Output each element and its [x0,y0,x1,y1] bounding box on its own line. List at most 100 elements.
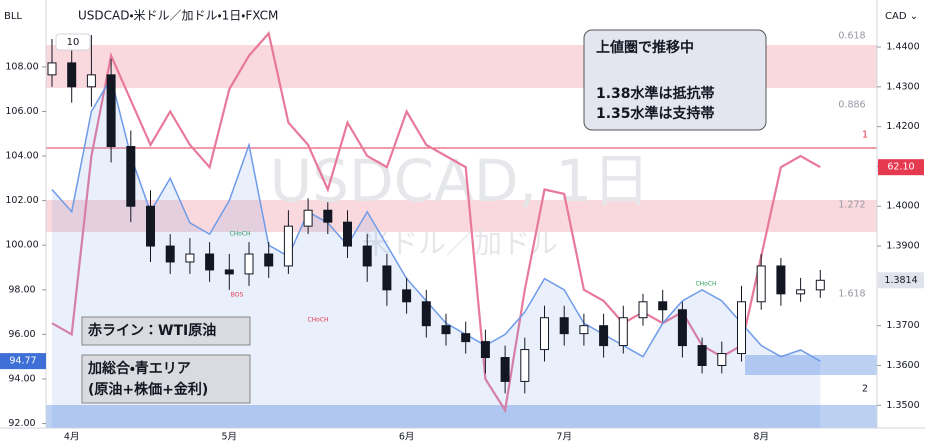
fib-label: 1.618 [838,289,865,300]
candle-body [500,357,510,382]
note-box: 上値圏で推移中 1.38水準は抵抗帯 1.35水準は支持帯 [583,29,767,131]
wave-label: 2 [862,384,868,395]
fib-label: 1.272 [838,200,865,211]
candle-body [323,209,333,223]
price-tag-label: 1.3814 [884,275,917,286]
header-left: BLL [4,11,22,22]
candle-body [717,353,727,366]
candle-body [520,349,530,382]
candle-body [579,325,589,335]
support-zone [46,405,877,428]
note-text: 1.38水準は抵抗帯 [596,85,715,102]
price-tag [878,272,924,289]
smc-label: BOS [231,292,244,299]
y2-tick-label: 1.3600 [886,360,919,371]
legend-box [81,354,251,404]
candle-body [776,265,786,295]
interval-box[interactable] [55,33,91,51]
y2-tick-label: 1.4000 [886,201,919,212]
fib-label: 0.886 [838,100,865,111]
candle-body [441,325,451,335]
note-text: 上値圏で推移中 [596,39,694,56]
y2-tick-label: 1.3500 [886,400,919,411]
x-tick-label: 8月 [753,432,769,443]
candle-body [402,289,412,303]
candle-body [106,74,116,148]
currency: CAD ⌄ [885,11,918,22]
y-tick-label: 108.00 [5,61,38,72]
candle-body [126,146,136,207]
resistance-zone [46,200,877,232]
y-tick-label: 100.00 [5,240,38,251]
fib-label: 0.618 [838,31,865,42]
candle-body [205,253,215,271]
legend-note: (原油+株価+金利) [88,381,208,398]
legend-box [81,316,251,346]
y-tick-label: 98.00 [8,284,35,295]
x-tick-label: 6月 [399,432,415,443]
smc-label: CHoCH [695,281,716,288]
x-tick-label: 7月 [556,432,572,443]
y2-tick-label: 1.4200 [886,121,919,132]
candle-body [559,317,569,335]
candle-body [343,221,352,247]
note-text: 1.35水準は支持帯 [596,105,715,122]
y-tick-label: 96.00 [8,329,35,340]
y2-tick-label: 1.4400 [886,41,919,52]
candle-body [461,333,471,343]
y-tick-label: 92.00 [8,418,35,429]
y-tick-label: 106.00 [5,106,38,117]
candle-body [362,245,372,267]
y-tick-label: 102.00 [5,195,38,206]
candle-body [47,62,57,76]
series-line [51,31,821,414]
price-tag [0,353,46,370]
y2-tick-label: 1.3700 [886,320,919,331]
candle-body [165,245,175,263]
price-tag [878,159,924,176]
candle-body [244,253,254,275]
candle-body [697,345,707,366]
candle-body [599,325,609,347]
watermark: USDCAD, 1日 [270,147,651,215]
interval-label[interactable]: 10 [67,37,80,48]
candle-body [67,62,77,88]
y-tick-label: 94.00 [8,373,35,384]
chart-title: USDCAD・米ドル／加ドル・1日・FXCM [78,9,278,23]
x-tick-label: 5月 [222,432,238,443]
candle-body [86,74,96,88]
watermark: 米ドル／加ドル [362,227,558,260]
y-tick-label: 104.00 [5,151,38,162]
note-box-frame [583,29,767,131]
candle-body [421,301,431,327]
y2-tick-label: 1.3900 [886,241,919,252]
price-tag-label: 62.10 [887,162,914,173]
candle-body [540,317,549,351]
legend-entry: 赤ライン：WTI原油 [87,322,216,339]
candle-body [796,289,806,295]
candle-body [382,265,392,291]
candle-body [756,265,766,303]
candle-body [677,309,687,347]
y2-tick-label: 1.4300 [886,81,919,92]
candle-body [618,317,628,347]
fib-label: 1 [862,130,868,141]
candle-body [658,301,668,311]
price-tag-label: 94.77 [9,356,36,367]
smc-label: CHoCH [307,317,328,324]
candle-body [815,279,825,291]
x-tick-label: 4月 [64,432,80,443]
candle-body [224,269,234,275]
candle-body [480,341,490,359]
candle-body [264,253,274,267]
legend: 赤ライン：WTI原油 加総合・青エリア (原油+株価+金利) [81,316,251,404]
candle-body [638,301,648,319]
candle-body [737,301,746,355]
candle-body [185,253,195,263]
support-zone [745,355,877,375]
smc-label: CHoCH [229,231,250,238]
candle-body [303,209,313,227]
series-line [51,76,821,362]
